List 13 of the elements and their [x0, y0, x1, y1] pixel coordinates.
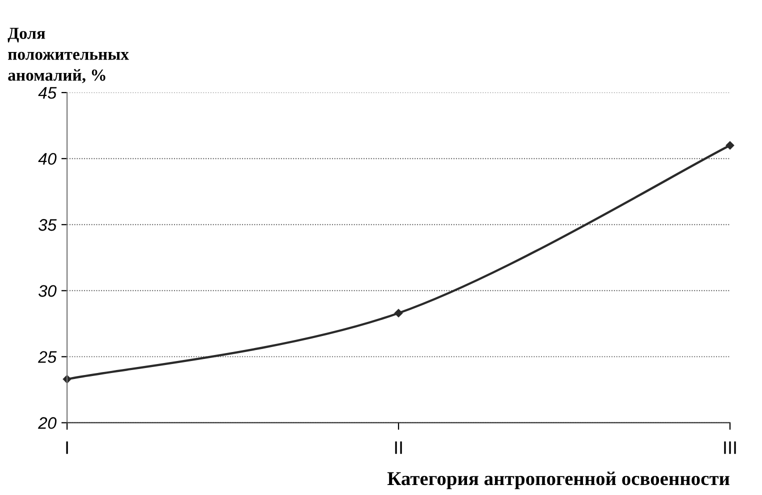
y-tick-label: 35: [38, 219, 57, 231]
y-tick-label: 40: [38, 153, 56, 165]
x-tick-label: II: [395, 441, 402, 454]
point: [394, 308, 403, 318]
x-tick-label: III: [724, 441, 736, 454]
y-tick-label: 20: [38, 417, 56, 429]
y-tick-label: 30: [38, 285, 56, 297]
y-tick-label: 45: [38, 87, 57, 99]
y-axis-title: Доля положительных аномалий, %: [8, 28, 129, 84]
point: [726, 141, 734, 150]
y-tick-label: 25: [38, 351, 57, 363]
x-axis-title: Категория антропогенной освоенности: [387, 472, 730, 490]
x-tick-label: I: [66, 441, 68, 454]
